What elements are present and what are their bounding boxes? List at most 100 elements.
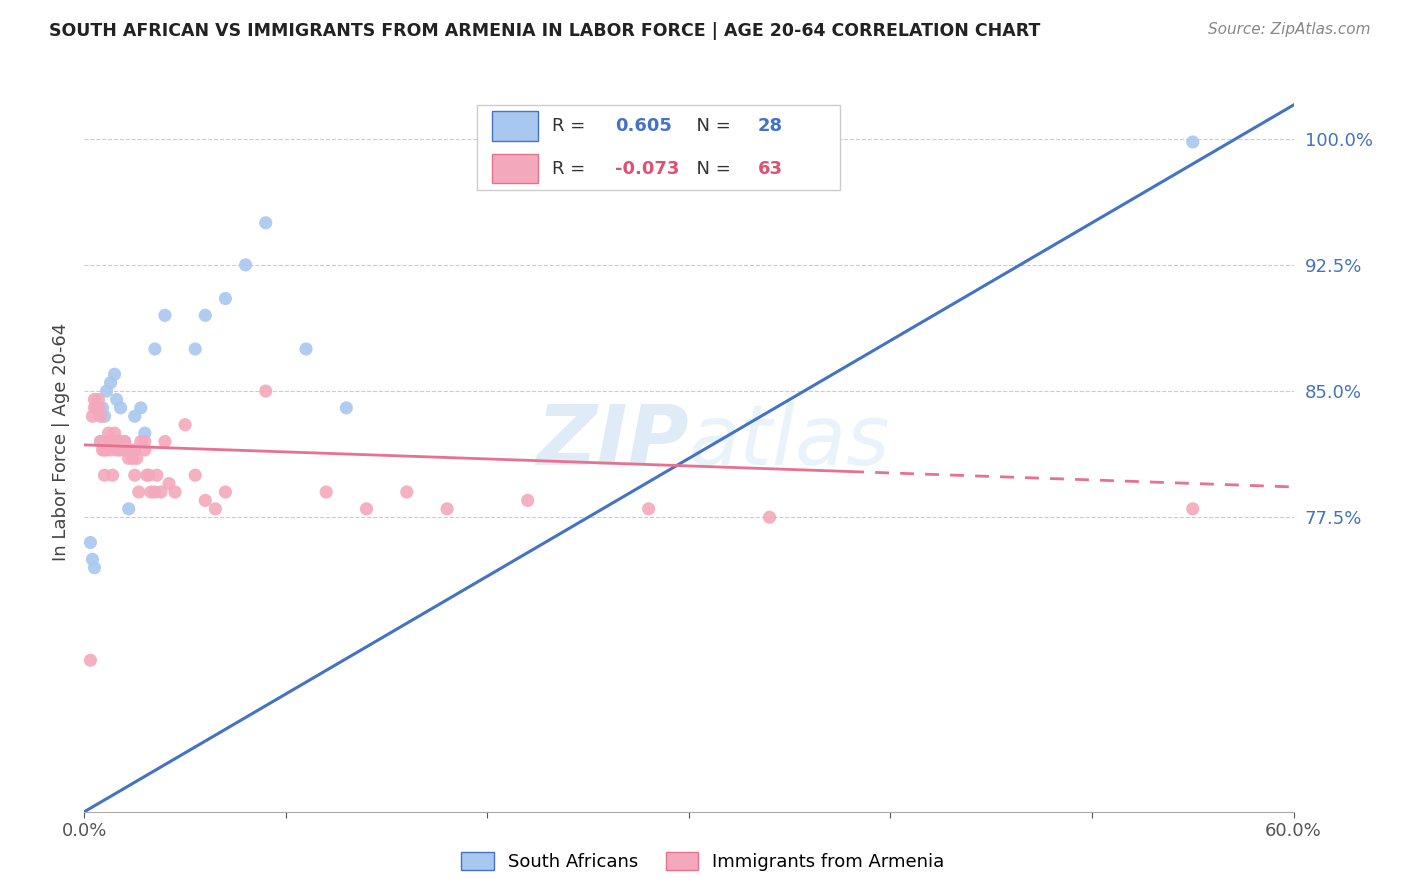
Point [214,485,236,500]
Point [214,292,236,306]
Point [83,401,105,415]
Point [97,426,120,441]
Point [105,434,128,449]
Point [104,368,127,382]
Point [100,442,122,457]
Point [436,501,458,516]
Point [128,485,150,500]
Point [96,442,118,457]
Point [194,309,217,323]
Point [165,485,187,500]
Point [110,401,132,415]
Point [115,442,138,457]
Point [129,401,152,415]
Point [395,485,418,500]
Point [82,552,104,566]
Point [104,434,127,449]
Text: Source: ZipAtlas.com: Source: ZipAtlas.com [1208,22,1371,37]
Text: R =: R = [553,117,592,135]
Point [157,476,180,491]
Text: ZIP: ZIP [536,401,689,482]
Point [134,442,156,457]
FancyBboxPatch shape [478,104,841,190]
Point [138,468,160,483]
Point [93,468,115,483]
Point [86,401,108,415]
FancyBboxPatch shape [492,112,538,141]
Point [758,510,780,524]
Point [204,501,226,516]
Point [184,468,207,483]
Point [149,485,172,500]
Point [254,216,277,230]
Y-axis label: In Labor Force | Age 20-64: In Labor Force | Age 20-64 [52,322,70,561]
Point [100,434,122,449]
Point [153,309,176,323]
Text: 0.605: 0.605 [616,117,672,135]
Point [516,493,538,508]
Point [83,560,105,574]
Point [118,501,141,516]
Point [89,434,111,449]
Point [143,342,166,356]
Point [101,468,124,483]
Point [124,409,146,424]
Point [120,442,142,457]
Point [100,376,122,390]
Point [194,493,217,508]
Point [79,535,101,549]
Point [96,384,118,398]
Point [254,384,277,398]
Point [1181,135,1204,149]
Text: N =: N = [685,117,737,135]
Point [97,434,120,449]
Legend: South Africans, Immigrants from Armenia: South Africans, Immigrants from Armenia [454,845,952,879]
Point [79,653,101,667]
Point [105,392,128,407]
Text: SOUTH AFRICAN VS IMMIGRANTS FROM ARMENIA IN LABOR FORCE | AGE 20-64 CORRELATION : SOUTH AFRICAN VS IMMIGRANTS FROM ARMENIA… [49,22,1040,40]
Text: atlas: atlas [689,401,890,482]
Point [1181,501,1204,516]
Text: R =: R = [553,160,592,178]
Point [107,442,129,457]
Point [114,434,136,449]
Point [83,392,105,407]
Point [335,401,357,415]
Point [118,451,141,466]
Point [184,342,207,356]
Point [107,434,129,449]
Point [125,451,148,466]
Point [121,451,143,466]
Point [139,485,162,500]
Point [87,401,110,415]
Point [87,401,110,415]
Point [356,501,378,516]
Text: N =: N = [685,160,737,178]
Point [134,434,156,449]
Point [143,485,166,500]
Point [174,417,197,432]
Point [315,485,337,500]
Point [129,434,152,449]
Point [89,409,111,424]
Point [146,468,169,483]
Point [114,434,136,449]
Point [235,258,257,272]
Text: 28: 28 [758,117,783,135]
Text: 63: 63 [758,160,783,178]
Point [124,442,146,457]
Point [153,434,176,449]
Point [104,426,127,441]
Point [105,442,128,457]
Point [134,426,156,441]
FancyBboxPatch shape [492,153,538,184]
Point [637,501,659,516]
Point [87,392,110,407]
Point [124,468,146,483]
Point [86,401,108,415]
Point [91,442,114,457]
Point [110,434,132,449]
Point [93,442,115,457]
Point [82,409,104,424]
Point [110,442,132,457]
